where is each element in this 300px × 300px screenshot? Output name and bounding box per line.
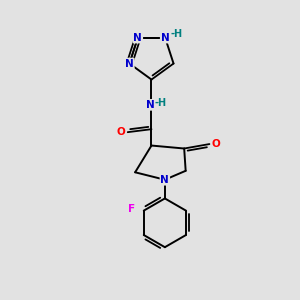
Text: -H: -H: [170, 29, 182, 39]
Text: O: O: [117, 127, 125, 137]
Text: N: N: [134, 33, 142, 43]
Text: F: F: [128, 204, 135, 214]
Text: N: N: [160, 175, 169, 185]
Text: O: O: [212, 139, 220, 149]
Text: N: N: [146, 100, 154, 110]
Text: N: N: [161, 33, 170, 43]
Text: N: N: [125, 58, 134, 68]
Text: -H: -H: [155, 98, 167, 108]
